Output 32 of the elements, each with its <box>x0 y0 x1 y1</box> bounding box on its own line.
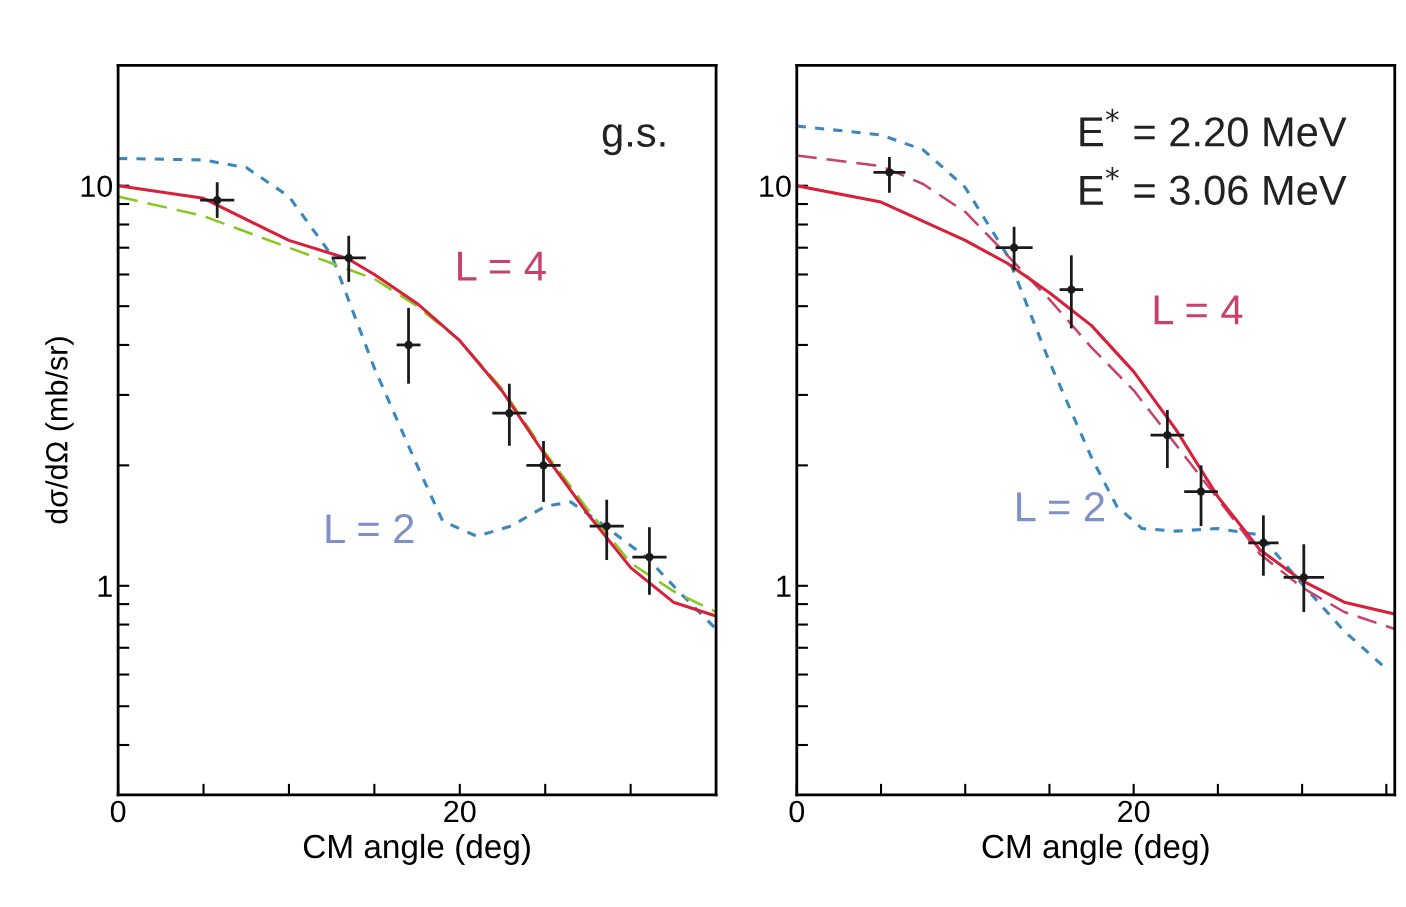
point <box>885 168 894 177</box>
annotation: L = 4 <box>458 251 546 281</box>
point <box>1259 538 1268 548</box>
annotation: L = 2 <box>326 513 414 544</box>
point <box>1009 243 1019 252</box>
point <box>213 196 222 205</box>
x-axis-title: CM angle (deg) <box>982 833 1209 865</box>
point <box>602 521 611 531</box>
point <box>344 253 353 263</box>
y-tick-label: 10 <box>81 175 113 198</box>
annotation: E$^{*}$ = 3.06 MeV <box>1080 167 1347 206</box>
x-tick-label: 0 <box>110 800 126 823</box>
point <box>1067 285 1076 294</box>
y-tick-label: 1 <box>777 575 791 597</box>
point <box>1196 487 1206 496</box>
x-tick-label: 20 <box>444 800 476 823</box>
point <box>1163 430 1172 440</box>
point <box>539 461 548 470</box>
point <box>1299 573 1308 582</box>
point <box>404 340 413 350</box>
annotation: g.s. <box>602 124 665 156</box>
y-tick-label: 10 <box>760 175 791 198</box>
annotation: L = 4 <box>1154 295 1243 325</box>
point <box>505 409 514 418</box>
x-axis-title: CM angle (deg) <box>303 833 530 865</box>
annotation: E$^{*}$ = 2.20 MeV <box>1080 108 1347 147</box>
point <box>645 552 654 562</box>
annotation: L = 2 <box>1017 492 1104 522</box>
y-tick-label: 1 <box>98 575 112 597</box>
y-axis-title: dσ/dΩ (mb/sr) <box>45 337 74 524</box>
x-tick-label: 20 <box>1118 800 1150 823</box>
x-tick-label: 0 <box>789 800 805 823</box>
